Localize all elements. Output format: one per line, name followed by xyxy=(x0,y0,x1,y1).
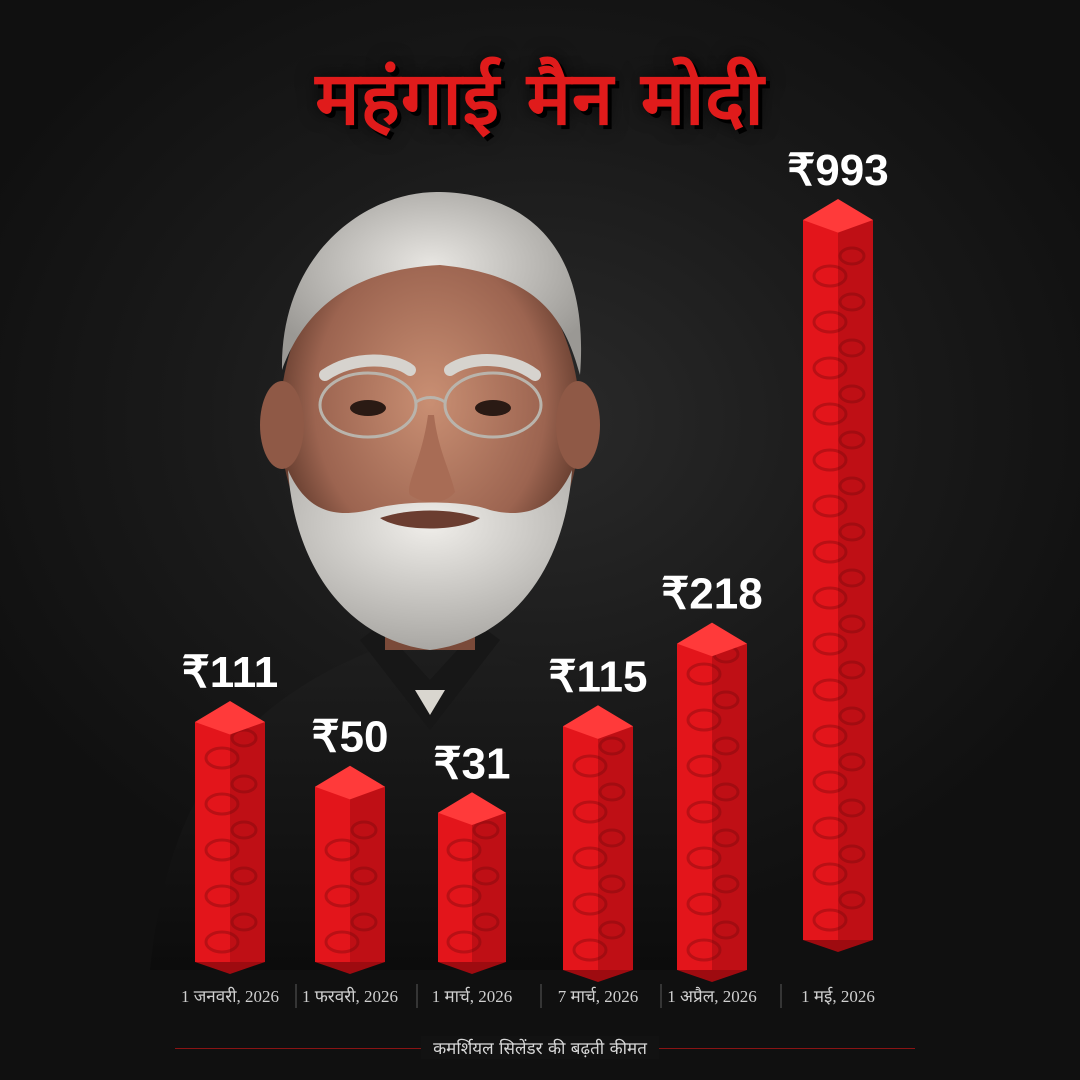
value-label-2: ₹50 xyxy=(312,713,389,762)
date-label-1: 1 जनवरी, 2026 xyxy=(181,986,279,1006)
bar-cap xyxy=(677,622,747,657)
date-separators xyxy=(295,984,782,1008)
date-label-4: 7 मार्च, 2026 xyxy=(558,986,639,1006)
caption: कमर्शियल सिलेंडर की बढ़ती कीमत xyxy=(0,1036,1080,1059)
cylinder-texture xyxy=(812,246,866,932)
bar-1 xyxy=(195,700,265,974)
bar-4 xyxy=(563,705,633,982)
date-label-6: 1 मई, 2026 xyxy=(801,986,875,1006)
cylinder-texture xyxy=(324,820,378,954)
bar-2 xyxy=(315,765,385,974)
bar-bottom xyxy=(677,970,747,982)
bar-bottom xyxy=(563,970,633,982)
bar-5 xyxy=(677,622,747,982)
bar-bottom xyxy=(438,962,506,974)
bar-cap xyxy=(563,705,633,739)
bar-cap xyxy=(195,700,265,735)
value-labels-group: ₹111 ₹50 ₹31 ₹115 ₹218 ₹993 xyxy=(182,146,889,788)
date-label-3: 1 मार्च, 2026 xyxy=(432,986,513,1006)
bar-shade xyxy=(472,812,506,962)
headline: महंगाई मैन मोदी xyxy=(315,56,765,142)
bar-3 xyxy=(438,792,506,974)
value-label-5: ₹218 xyxy=(661,570,762,619)
bar-cap xyxy=(803,199,873,233)
bar-bottom xyxy=(803,940,873,952)
bar-shade xyxy=(598,726,633,970)
bar-shade xyxy=(230,721,265,962)
cylinder-texture xyxy=(572,736,626,962)
date-label-2: 1 फरवरी, 2026 xyxy=(302,986,398,1006)
cylinder-texture xyxy=(446,820,500,954)
date-label-5: 1 अप्रैल, 2026 xyxy=(667,986,756,1006)
bar-cap xyxy=(438,792,506,825)
bar-bottom xyxy=(195,962,265,974)
bar-shade xyxy=(712,643,747,970)
value-label-4: ₹115 xyxy=(549,652,648,701)
cylinder-texture xyxy=(204,728,258,954)
bar-bottom xyxy=(315,962,385,974)
value-label-3: ₹31 xyxy=(434,739,511,788)
bars-group xyxy=(195,199,873,982)
bar-shade xyxy=(350,786,385,962)
bar-6 xyxy=(803,199,873,952)
bar-cap xyxy=(315,765,385,800)
date-labels-group: 1 जनवरी, 2026 1 फरवरी, 2026 1 मार्च, 2026 7… xyxy=(181,986,875,1006)
value-label-6: ₹993 xyxy=(787,146,888,195)
caption-text: कमर्शियल सिलेंडर की बढ़ती कीमत xyxy=(421,1036,659,1059)
value-label-1: ₹111 xyxy=(182,648,279,697)
bar-shade xyxy=(838,220,873,940)
